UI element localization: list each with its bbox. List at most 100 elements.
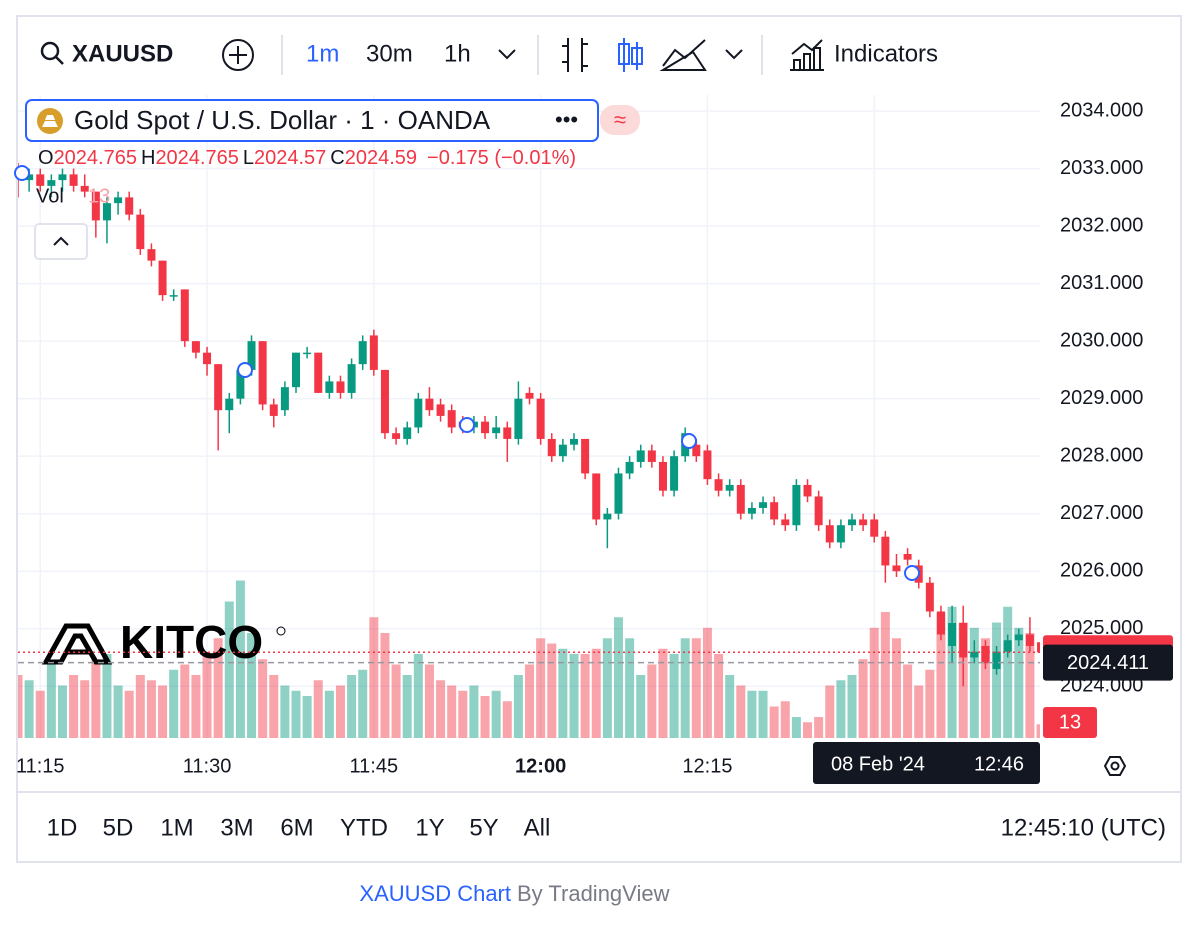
volume-bar xyxy=(291,690,301,738)
volume-tag xyxy=(1043,707,1097,738)
volume-bar xyxy=(992,622,1002,738)
volume-bar xyxy=(836,680,846,738)
settings-icon[interactable] xyxy=(1103,756,1127,776)
candle-body xyxy=(80,185,89,192)
candle-body xyxy=(1037,642,1040,653)
candle-body xyxy=(303,352,312,355)
ohlc-value: 2024.765 xyxy=(54,147,137,169)
range-button[interactable]: 5D xyxy=(103,814,134,841)
x-tick-label: 12:00 xyxy=(515,755,566,777)
candles-icon[interactable] xyxy=(618,38,643,72)
candle-body xyxy=(714,479,723,491)
volume-bar xyxy=(969,627,979,738)
volume-bar xyxy=(891,638,901,738)
area-icon[interactable] xyxy=(659,39,707,71)
range-button[interactable]: 1D xyxy=(47,814,78,841)
range-button[interactable]: 1M xyxy=(160,814,193,841)
candle-body xyxy=(670,456,679,491)
ohlc-value: 2024.57 xyxy=(254,147,326,169)
market-status[interactable] xyxy=(600,105,640,135)
volume-bar xyxy=(780,701,790,738)
interval[interactable]: 30m xyxy=(366,40,413,67)
volume-bar xyxy=(1025,633,1035,738)
volume-bar xyxy=(46,664,56,738)
candle-body xyxy=(759,502,768,508)
candle-body xyxy=(892,565,901,572)
volume-bar xyxy=(313,680,323,738)
more[interactable]: ••• xyxy=(555,107,578,132)
search-icon xyxy=(40,41,60,61)
volume-bar xyxy=(369,617,379,738)
candle-body xyxy=(247,341,256,370)
event-marker[interactable] xyxy=(681,433,697,449)
chevron[interactable] xyxy=(498,49,516,60)
event-marker[interactable] xyxy=(459,417,475,433)
search[interactable]: XAUUSD xyxy=(40,40,173,67)
volume-bar xyxy=(669,654,679,738)
volume-bar xyxy=(258,659,268,738)
candle-body xyxy=(69,174,78,186)
interval[interactable]: 1m xyxy=(306,40,339,67)
y-tick-label: 2032.000 xyxy=(1060,214,1143,236)
collapse-button[interactable] xyxy=(34,223,88,260)
candle-body xyxy=(214,364,223,411)
volume-bar xyxy=(947,606,957,738)
candle-body xyxy=(570,438,578,445)
ohlc-key: H xyxy=(141,147,155,169)
volume-bar xyxy=(647,664,657,738)
candle-body xyxy=(603,513,612,520)
event-marker[interactable] xyxy=(904,565,920,581)
event-marker[interactable] xyxy=(237,362,253,378)
watermark-text: KITCO xyxy=(120,616,263,668)
range-button[interactable]: YTD xyxy=(340,814,388,841)
volume-bar xyxy=(380,633,390,738)
candle-body xyxy=(781,519,790,526)
candle-body xyxy=(736,484,745,514)
volume-bar xyxy=(146,680,156,738)
volume-bar xyxy=(436,680,446,738)
legend-title-box[interactable] xyxy=(25,99,599,142)
candle-body xyxy=(114,197,123,204)
range-button[interactable]: All xyxy=(524,814,551,841)
candle-body xyxy=(314,352,323,393)
candle-body xyxy=(236,369,245,399)
indicators[interactable]: Indicators xyxy=(790,39,938,71)
candle-body xyxy=(725,484,734,491)
candle-body xyxy=(981,645,990,664)
volume-bar xyxy=(769,706,779,738)
volume-bar xyxy=(547,643,557,738)
volume-bar xyxy=(858,659,868,738)
footer-link[interactable]: XAUUSD Chart xyxy=(359,881,511,906)
candle-body xyxy=(536,398,545,439)
add-symbol[interactable] xyxy=(222,39,254,71)
x-tick-label: 11:30 xyxy=(183,755,232,777)
volume-bar xyxy=(513,675,523,738)
volume-bar xyxy=(980,638,990,738)
candle-body xyxy=(158,260,167,296)
range-button[interactable]: 5Y xyxy=(469,814,498,841)
x-tick-label: 12:15 xyxy=(682,755,732,777)
volume-bar xyxy=(714,654,724,738)
candle-body xyxy=(636,450,645,462)
range-button[interactable]: 3M xyxy=(220,814,253,841)
y-tick-label: 2030.000 xyxy=(1060,329,1143,351)
candle-body xyxy=(836,525,845,543)
volume-bar xyxy=(691,638,701,738)
symbol-logo xyxy=(42,115,58,127)
bars-icon[interactable] xyxy=(562,38,588,72)
x-tick-label: 11:45 xyxy=(350,755,399,777)
volume-bar xyxy=(502,701,512,738)
volume-bar xyxy=(680,638,690,738)
x-tick-label: 11:15 xyxy=(16,755,65,777)
range-button[interactable]: 6M xyxy=(280,814,313,841)
candle-body xyxy=(803,484,812,497)
range-button[interactable]: 1Y xyxy=(415,814,444,841)
volume-bar xyxy=(135,675,145,738)
volume-bar xyxy=(224,601,234,738)
interval[interactable]: 1h xyxy=(444,40,471,67)
event-marker[interactable] xyxy=(14,165,30,181)
chevron[interactable] xyxy=(725,49,743,60)
candle-body xyxy=(848,519,856,526)
candle-body xyxy=(136,214,145,250)
volume-bar xyxy=(57,685,67,738)
